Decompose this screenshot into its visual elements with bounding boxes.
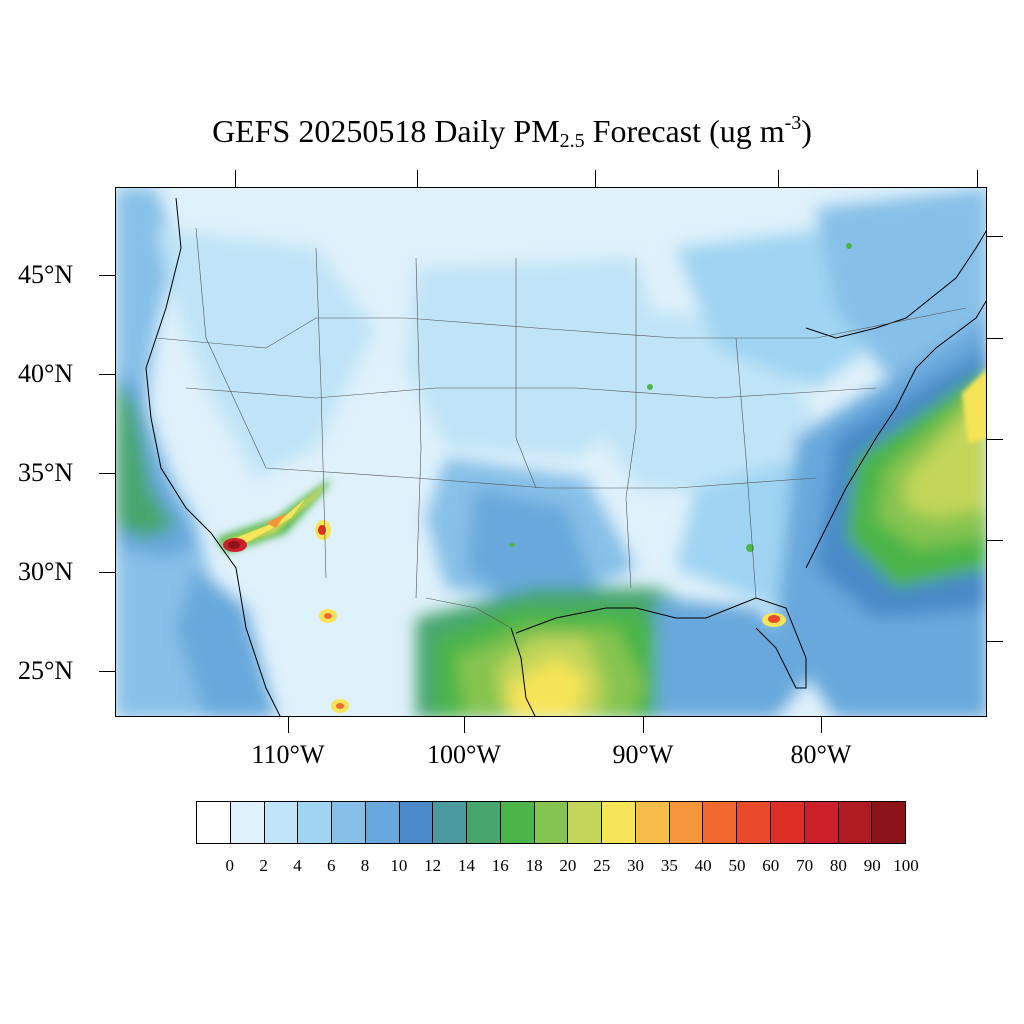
colorbar-swatch [771, 802, 805, 843]
colorbar-swatch [669, 802, 704, 843]
arizona-plume [216, 478, 331, 553]
colorbar-label: 60 [762, 856, 780, 875]
colorbar-swatch [467, 802, 501, 843]
state-borders [155, 227, 967, 629]
bottom-tick [464, 717, 465, 733]
colorbar-swatch [534, 802, 569, 843]
colorbar-label: 80 [829, 856, 847, 875]
right-tick [987, 540, 1003, 541]
top-tick [417, 170, 418, 187]
colorbar-label: 25 [593, 856, 611, 875]
lat-tick [99, 473, 115, 474]
colorbar-label: 14 [457, 856, 475, 875]
colorbar-swatch [602, 802, 636, 843]
colorbar-label: 50 [728, 856, 746, 875]
colorbar-swatch [737, 802, 772, 843]
lat-tick [99, 374, 115, 375]
colorbar-swatch [399, 802, 434, 843]
colorbar-swatch [332, 802, 366, 843]
colorbar-label: 20 [559, 856, 577, 875]
colorbar-swatch [264, 802, 299, 843]
colorbar-swatch [635, 802, 670, 843]
colorbar-swatch [872, 802, 906, 843]
colorbar-label: 35 [660, 856, 678, 875]
colorbar-label: 16 [491, 856, 509, 875]
colorbar-label: 90 [863, 856, 881, 875]
colorbar-swatch [500, 802, 535, 843]
lat-label-35: 35°N [18, 458, 74, 487]
lon-label-110w: 110°W [251, 740, 325, 769]
colorbar-label: 4 [293, 856, 302, 875]
colorbar-swatch [433, 802, 468, 843]
lat-label-30: 30°N [18, 557, 74, 586]
concentration-field [116, 188, 986, 716]
right-tick [987, 236, 1003, 237]
bottom-tick [643, 717, 644, 733]
lat-tick [99, 671, 115, 672]
lat-tick [99, 275, 115, 276]
colorbar-label: 2 [259, 856, 268, 875]
colorbar-swatch [703, 802, 738, 843]
colorbar [196, 801, 906, 844]
colorbar-swatch [804, 802, 839, 843]
lon-label-80w: 80°W [790, 740, 852, 769]
map-panel [115, 187, 987, 717]
lat-tick [99, 572, 115, 573]
colorbar-swatch [230, 802, 265, 843]
lat-label-40: 40°N [18, 359, 74, 388]
lat-label-25: 25°N [18, 656, 74, 685]
pm25-map [116, 188, 986, 716]
colorbar-label: 70 [796, 856, 814, 875]
atlantic-core [962, 369, 986, 443]
colorbar-label: 10 [390, 856, 408, 875]
lon-label-100w: 100°W [427, 740, 501, 769]
top-tick [235, 170, 236, 187]
colorbar-swatch [568, 802, 603, 843]
colorbar-label: 40 [694, 856, 712, 875]
map-title: GEFS 20250518 Daily PM2.5 Forecast (ug m… [212, 112, 812, 152]
right-tick [987, 641, 1003, 642]
colorbar-label: 8 [360, 856, 370, 875]
colorbar-label: 12 [424, 856, 442, 875]
colorbar-label: 100 [893, 856, 919, 875]
colorbar-swatch [365, 802, 400, 843]
colorbar-label: 18 [525, 856, 543, 875]
top-tick [595, 170, 596, 187]
fire-spots [315, 243, 852, 713]
top-tick [977, 170, 978, 187]
bottom-tick [821, 717, 822, 733]
top-tick [778, 170, 779, 187]
right-tick [987, 439, 1003, 440]
colorbar-swatch [197, 802, 231, 843]
colorbar-label: 6 [326, 856, 336, 875]
lon-label-90w: 90°W [612, 740, 674, 769]
right-tick [987, 338, 1003, 339]
bottom-tick [288, 717, 289, 733]
colorbar-label: 0 [225, 856, 235, 875]
colorbar-label: 30 [627, 856, 645, 875]
lat-label-45: 45°N [18, 260, 74, 289]
colorbar-swatch [298, 802, 333, 843]
colorbar-swatch [838, 802, 873, 843]
